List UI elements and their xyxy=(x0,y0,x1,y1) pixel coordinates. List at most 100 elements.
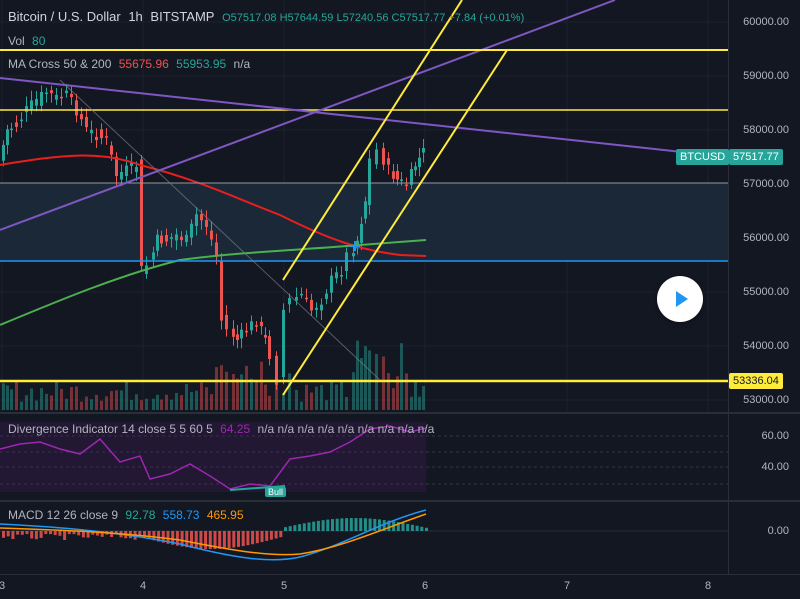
candle-body xyxy=(95,136,98,141)
volume-bar xyxy=(125,381,128,410)
divergence-tick-label: 40.00 xyxy=(761,461,789,473)
candle-body xyxy=(65,90,68,94)
volume-bar xyxy=(2,383,5,410)
volume-bar xyxy=(60,388,63,410)
volume-bar xyxy=(364,346,367,410)
macd-histogram-bar xyxy=(354,518,358,531)
candle-body xyxy=(185,234,188,243)
price-tick-label: 57000.00 xyxy=(743,178,789,190)
volume-bar xyxy=(250,378,253,410)
pane-separator[interactable] xyxy=(0,500,800,502)
candle-body xyxy=(85,116,88,128)
volume-bar xyxy=(200,382,203,410)
play-button[interactable] xyxy=(657,276,703,322)
candle-body xyxy=(282,309,285,378)
candle-body xyxy=(368,158,371,206)
macd-axis[interactable]: 0.00 xyxy=(728,502,800,574)
volume-bar xyxy=(80,401,83,410)
pane-separator[interactable] xyxy=(0,412,800,414)
ma-cross-legend[interactable]: MA Cross 50 & 200 55675.96 55953.95 n/a xyxy=(8,57,254,71)
volume-bar xyxy=(232,374,235,410)
volume-bar xyxy=(352,372,355,410)
volume-bar xyxy=(264,384,267,410)
candle-body xyxy=(20,119,23,122)
divergence-legend[interactable]: Divergence Indicator 14 close 5 5 60 5 6… xyxy=(8,422,438,436)
candle-body xyxy=(264,334,267,338)
volume-legend[interactable]: Vol 80 xyxy=(8,34,49,48)
candle-body xyxy=(156,234,159,251)
price-axis[interactable]: 60000.00 59000.00 58000.00 57000.00 56000.00… xyxy=(728,0,800,412)
macd-histogram-bar xyxy=(349,518,353,531)
candle-body xyxy=(25,106,28,113)
candle-body xyxy=(364,201,367,219)
divergence-label: Divergence Indicator 14 close 5 5 60 5 xyxy=(8,422,213,436)
volume-bar xyxy=(255,381,258,410)
candle-body xyxy=(210,230,213,240)
divergence-pane[interactable]: Divergence Indicator 14 close 5 5 60 5 6… xyxy=(0,414,728,500)
macd-histogram-bar xyxy=(49,531,52,535)
price-chart-canvas[interactable] xyxy=(0,0,728,412)
price-tick-label: 56000.00 xyxy=(743,232,789,244)
volume-bar xyxy=(152,398,155,410)
price-chart-pane[interactable]: Bitcoin / U.S. Dollar 1h BITSTAMP O57517… xyxy=(0,0,728,412)
macd-histogram-bar xyxy=(166,531,170,544)
macd-histogram-bar xyxy=(39,531,43,538)
time-tick-label: 4 xyxy=(139,580,147,592)
candle-body xyxy=(45,92,48,95)
macd-histogram-bar xyxy=(298,524,302,531)
volume-bar xyxy=(356,340,359,410)
volume-bar xyxy=(170,399,173,410)
macd-legend[interactable]: MACD 12 26 close 9 92.78 558.73 465.95 xyxy=(8,508,248,522)
macd-histogram-bar xyxy=(171,531,175,545)
volume-bar xyxy=(185,384,188,410)
macd-histogram-bar xyxy=(110,531,114,537)
candle-body xyxy=(295,296,298,301)
macd-line-value: 558.73 xyxy=(162,508,200,522)
macd-histogram-bar xyxy=(326,519,330,531)
volume-bar xyxy=(85,396,88,410)
channel-lower-line xyxy=(282,49,508,396)
support-price-tag: 53336.04 xyxy=(729,373,783,389)
candle-body xyxy=(396,170,399,180)
candle-body xyxy=(410,169,413,185)
volume-bar xyxy=(225,371,228,410)
candle-body xyxy=(10,128,13,131)
macd-histogram-bar xyxy=(255,531,259,544)
volume-value: 80 xyxy=(32,34,46,48)
macd-histogram-bar xyxy=(81,531,85,538)
macd-signal-value: 465.95 xyxy=(206,508,244,522)
ohlc-values: O57517.08 H57644.59 L57240.56 C57517.77 … xyxy=(222,12,525,24)
volume-bar xyxy=(340,381,343,410)
macd-histogram-bar xyxy=(401,522,405,531)
volume-bar xyxy=(156,394,159,410)
macd-histogram-bar xyxy=(415,525,419,531)
volume-bar xyxy=(360,358,363,410)
candle-body xyxy=(330,275,333,293)
trendline-grey xyxy=(59,79,381,381)
divergence-band xyxy=(0,422,426,492)
time-axis[interactable]: 3 4 5 6 7 8 xyxy=(0,574,800,599)
candle-body xyxy=(232,328,235,337)
volume-bar xyxy=(110,391,113,410)
divergence-axis[interactable]: 60.00 40.00 xyxy=(728,414,800,500)
volume-bar xyxy=(40,388,43,410)
symbol-tag: BTCUSD xyxy=(676,149,730,165)
macd-histogram-bar xyxy=(307,522,311,531)
candle-body xyxy=(175,234,178,241)
candle-body xyxy=(255,325,258,327)
candle-body xyxy=(288,297,291,305)
volume-bar xyxy=(195,390,198,410)
macd-histogram-bar xyxy=(208,531,212,549)
macd-canvas[interactable] xyxy=(0,502,728,572)
trendline-purple xyxy=(0,77,728,158)
crosshair-marker xyxy=(350,241,360,251)
volume-bar xyxy=(15,381,18,410)
macd-histogram-bar xyxy=(175,531,179,546)
volume-bar xyxy=(315,386,318,410)
macd-pane[interactable]: MACD 12 26 close 9 92.78 558.73 465.95 xyxy=(0,502,728,572)
bull-divergence-line xyxy=(229,485,286,491)
volume-bar xyxy=(130,400,133,410)
macd-histogram-bar xyxy=(316,520,320,531)
divergence-canvas[interactable] xyxy=(0,414,728,500)
macd-histogram-bar xyxy=(331,519,334,531)
